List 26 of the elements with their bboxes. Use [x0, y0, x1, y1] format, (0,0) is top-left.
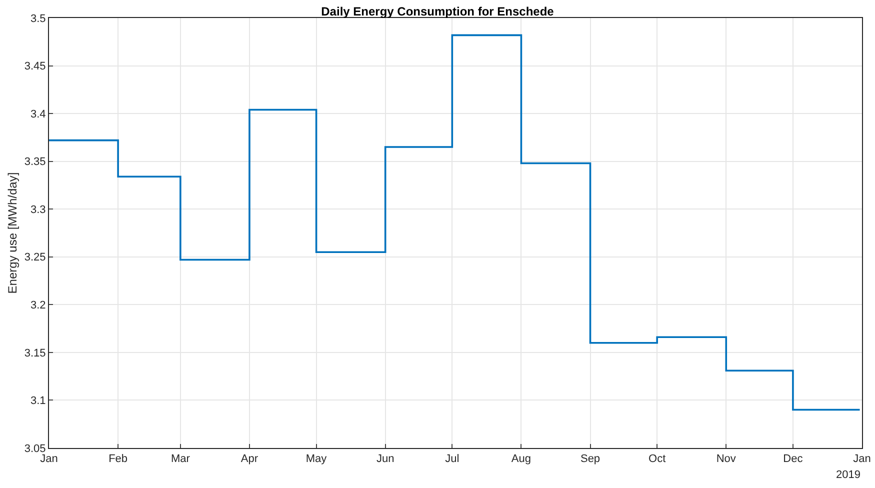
y-tick-label: 3.35: [24, 156, 46, 168]
y-tick-label: 3.2: [30, 300, 46, 312]
y-axis-title: Energy use [MWh/day]: [6, 172, 20, 294]
y-tick-label: 3.5: [30, 12, 46, 25]
x-tick-label: Jul: [445, 453, 460, 466]
x-tick-label: Jun: [376, 453, 394, 466]
x-tick-label: May: [306, 453, 328, 466]
y-tick-label: 3.1: [30, 395, 46, 408]
text: 2019: [836, 469, 860, 481]
x-tick-label: Apr: [240, 453, 258, 466]
x-tick-label: Sep: [580, 453, 600, 466]
x-tick-label: Mar: [170, 453, 190, 466]
y-tick-label: 3.3: [30, 204, 46, 216]
y-tick-label: 3.15: [24, 347, 46, 360]
x-tick-label: Nov: [716, 453, 736, 466]
x-tick-label: Jan: [40, 453, 58, 466]
x-tick-label: Oct: [648, 453, 666, 466]
y-tick-label: 3.4: [30, 108, 46, 120]
chart-title: Daily Energy Consumption for Enschede: [321, 4, 554, 19]
x-tick-label: Aug: [511, 453, 531, 466]
x-tick-label: Jan: [853, 453, 871, 466]
x-tick-label: Feb: [108, 453, 128, 466]
x-tick-label: Dec: [783, 453, 804, 466]
y-tick-label: 3.25: [24, 252, 46, 264]
y-tick-label: 3.05: [24, 442, 46, 455]
y-tick-label: 3.45: [24, 60, 46, 73]
